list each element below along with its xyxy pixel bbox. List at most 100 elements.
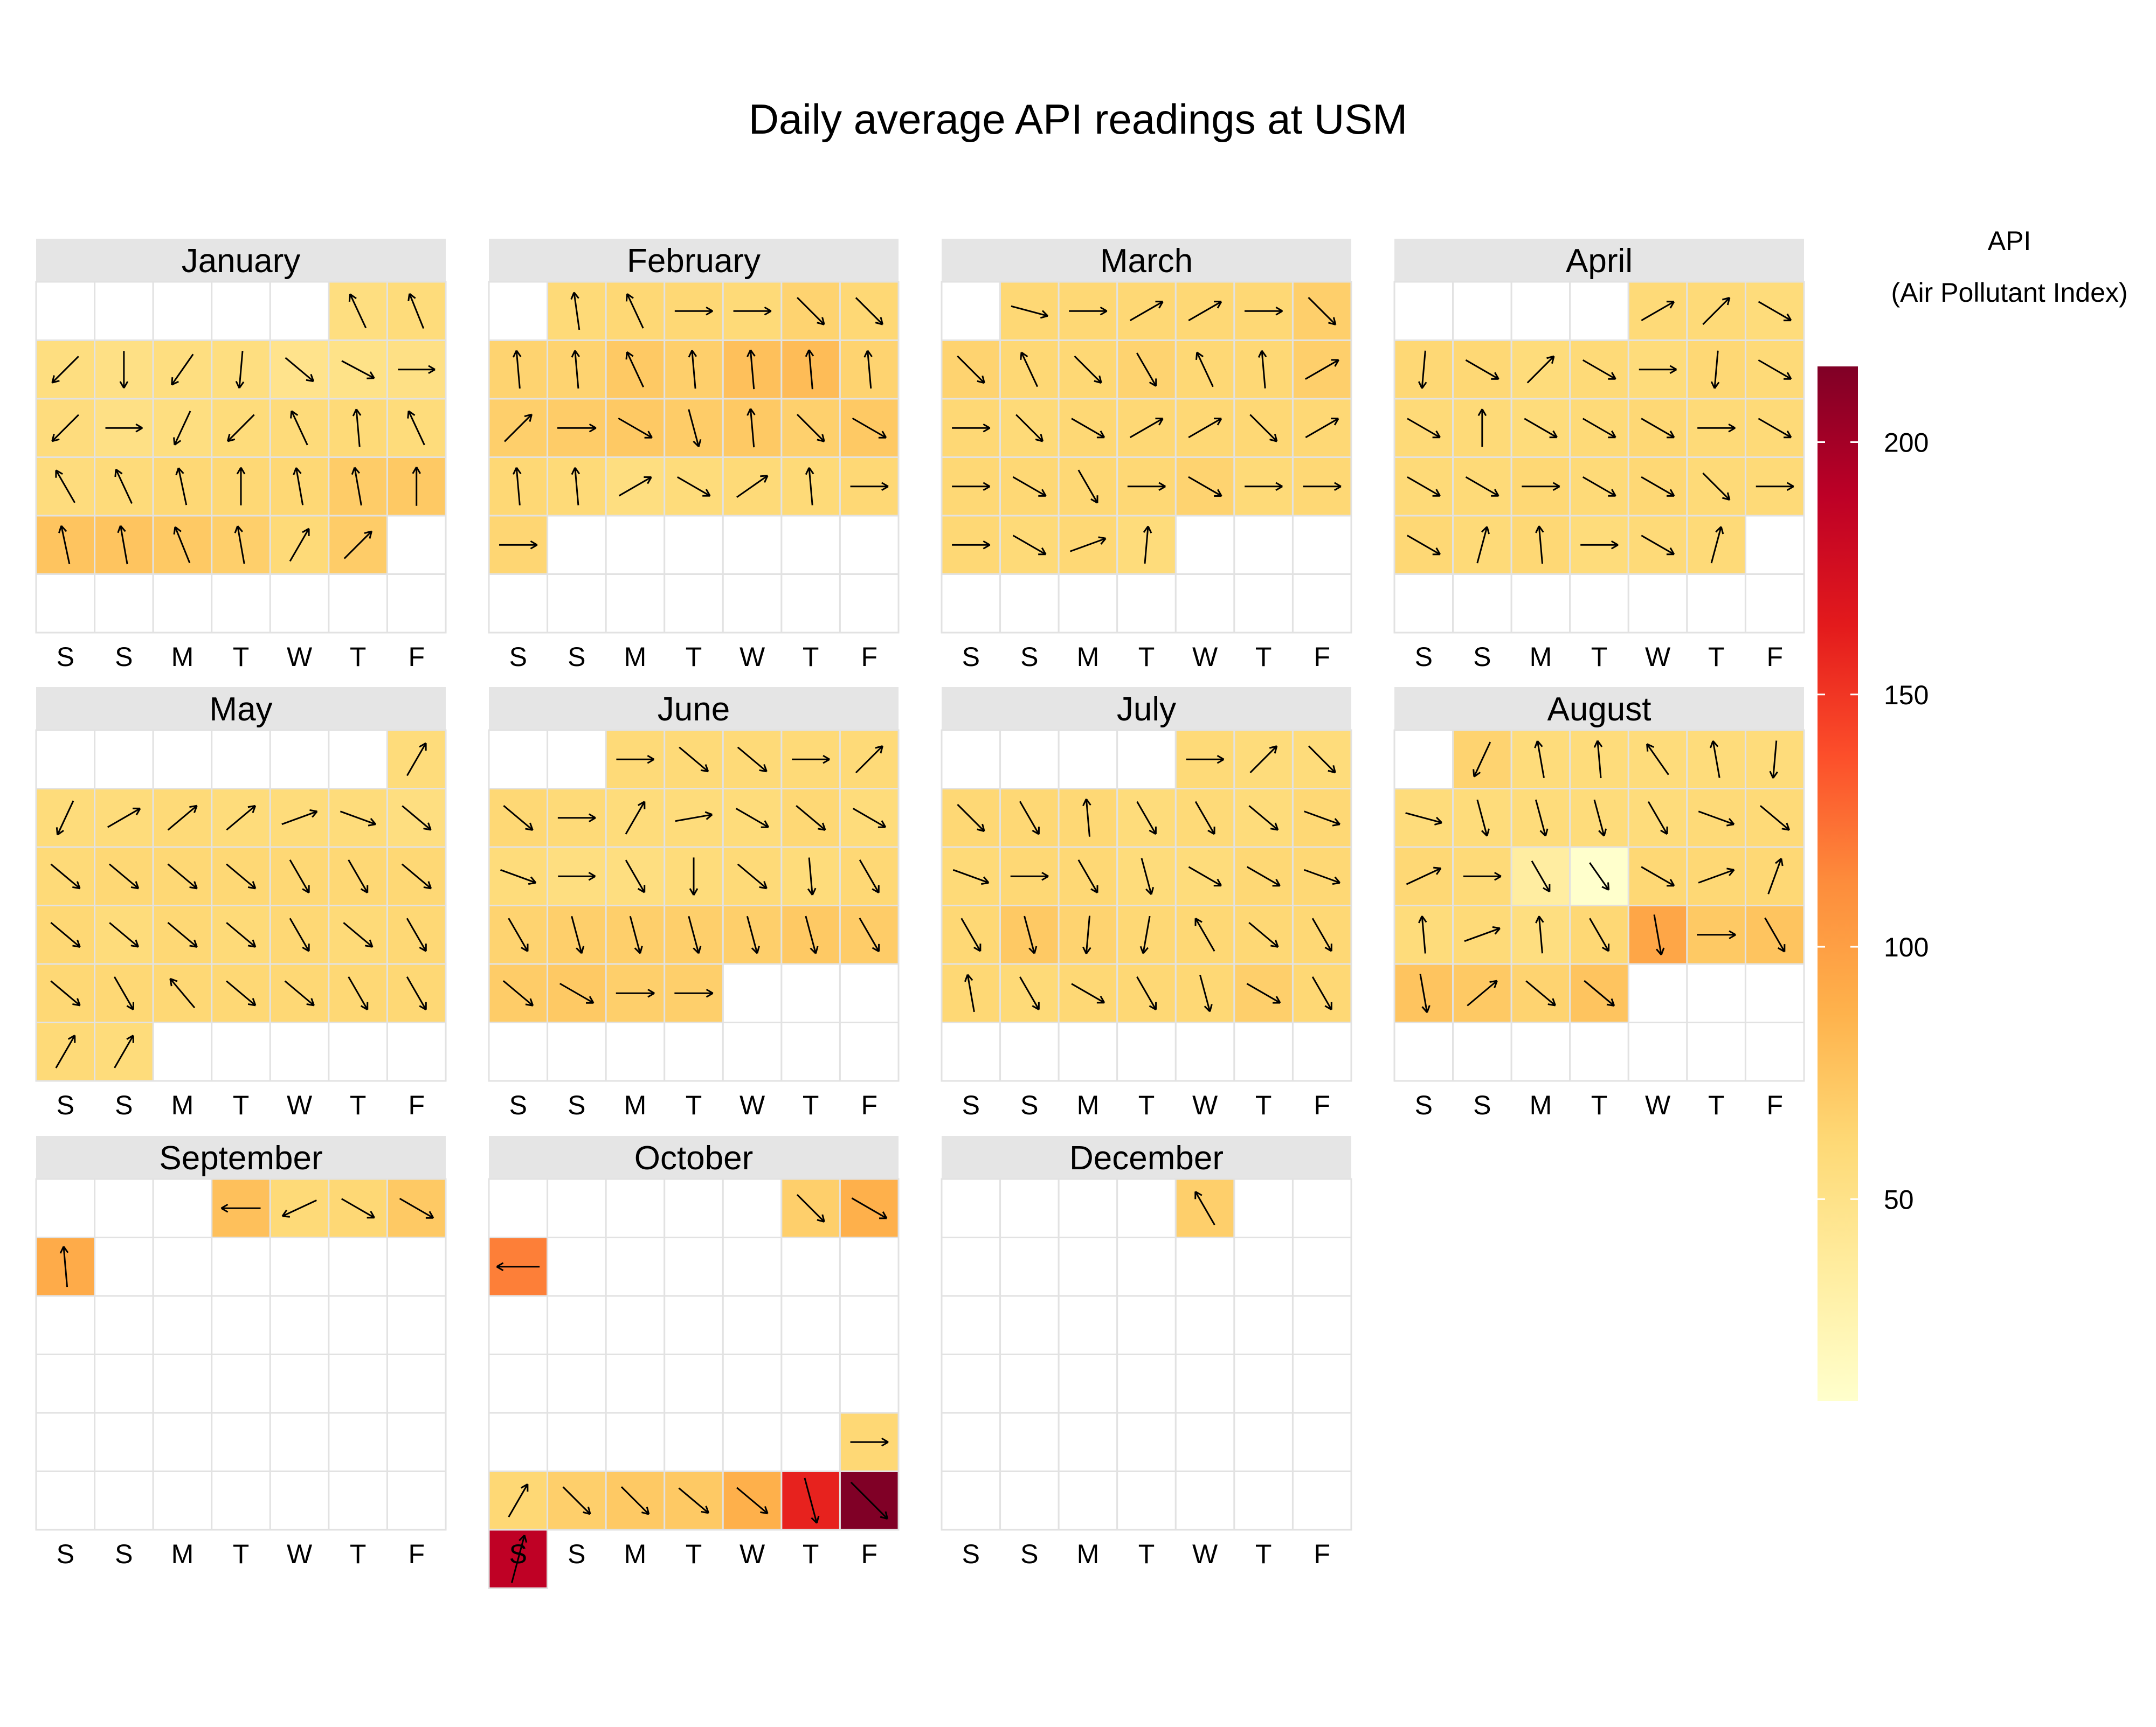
empty-cell (1745, 1023, 1804, 1081)
wind-arrow-head (349, 294, 350, 302)
weekday-label: S (568, 1539, 585, 1569)
empty-cell (1176, 1472, 1234, 1530)
empty-cell (1453, 1023, 1512, 1081)
empty-cell (548, 730, 606, 789)
empty-cell (1511, 1023, 1570, 1081)
empty-cell (840, 1023, 899, 1081)
empty-cell (489, 574, 548, 633)
empty-cell (723, 516, 782, 574)
empty-cell (606, 1238, 665, 1296)
empty-cell (36, 730, 95, 789)
empty-cell (665, 1413, 723, 1472)
month-title: March (1100, 242, 1193, 280)
month-title: May (209, 691, 272, 728)
empty-cell (36, 1296, 95, 1355)
wind-arrow-head (1196, 352, 1197, 360)
weekday-label: T (1591, 1090, 1608, 1120)
empty-cell (95, 1179, 154, 1238)
weekday-label: F (861, 1539, 877, 1569)
weekday-label: F (1766, 642, 1783, 672)
empty-cell (606, 1296, 665, 1355)
empty-cell (212, 574, 271, 633)
empty-cell (1293, 574, 1351, 633)
empty-cell (723, 964, 782, 1023)
weekday-label: S (509, 642, 527, 672)
empty-cell (1234, 574, 1293, 633)
wind-arrow-head (626, 294, 627, 301)
legend-colorbar (1818, 366, 1858, 1401)
weekday-label: T (1138, 642, 1155, 672)
empty-cell (95, 282, 154, 341)
empty-cell (942, 1023, 1000, 1081)
weekday-label: S (1020, 1539, 1038, 1569)
empty-cell (1000, 1023, 1059, 1081)
weekday-label: T (686, 1539, 702, 1569)
empty-cell (606, 1179, 665, 1238)
empty-cell (329, 1296, 388, 1355)
empty-cell (1234, 1179, 1293, 1238)
empty-cell (212, 1472, 271, 1530)
empty-cell (95, 730, 154, 789)
empty-cell (665, 1023, 723, 1081)
legend-title-line1: API (1988, 226, 2031, 256)
weekday-label: T (233, 642, 250, 672)
empty-cell (270, 1355, 329, 1413)
empty-cell (1234, 1296, 1293, 1355)
legend-tick-label: 200 (1884, 427, 1929, 457)
empty-cell (548, 1296, 606, 1355)
empty-cell (942, 1179, 1000, 1238)
weekday-label: M (1530, 642, 1552, 672)
empty-cell (387, 1413, 446, 1472)
empty-cell (36, 1355, 95, 1413)
empty-cell (329, 574, 388, 633)
wind-arrow-head (408, 411, 409, 419)
weekday-label: F (1314, 1090, 1330, 1120)
empty-cell (1000, 1413, 1059, 1472)
empty-cell (95, 1472, 154, 1530)
empty-cell (1234, 1413, 1293, 1472)
empty-cell (1293, 1179, 1351, 1238)
empty-cell (548, 516, 606, 574)
weekday-label: W (1645, 642, 1671, 672)
empty-cell (1293, 1296, 1351, 1355)
empty-cell (153, 1179, 212, 1238)
weekday-label: W (740, 642, 765, 672)
empty-cell (782, 964, 840, 1023)
empty-cell (270, 1472, 329, 1530)
empty-cell (1176, 1238, 1234, 1296)
weekday-label: S (57, 1539, 74, 1569)
weekday-label: M (624, 642, 647, 672)
wind-arrow-head (626, 352, 627, 359)
empty-cell (270, 1413, 329, 1472)
empty-cell (153, 282, 212, 341)
empty-cell (489, 1023, 548, 1081)
empty-cell (1059, 1023, 1117, 1081)
empty-cell (1000, 1179, 1059, 1238)
empty-cell (1394, 282, 1453, 341)
weekday-label: T (1708, 642, 1725, 672)
wind-arrow-head (409, 294, 410, 301)
empty-cell (153, 1355, 212, 1413)
empty-cell (1117, 1413, 1176, 1472)
empty-cell (1394, 574, 1453, 633)
weekday-label: W (1192, 1539, 1218, 1569)
empty-cell (1117, 574, 1176, 633)
empty-cell (1059, 574, 1117, 633)
empty-cell (782, 1355, 840, 1413)
empty-cell (489, 1179, 548, 1238)
legend-tick-label: 100 (1884, 932, 1929, 962)
weekday-label: T (803, 1539, 819, 1569)
empty-cell (1745, 516, 1804, 574)
weekday-label: S (115, 642, 133, 672)
empty-cell (36, 1413, 95, 1472)
weekday-label: M (624, 1090, 647, 1120)
empty-cell (329, 730, 388, 789)
empty-cell (1000, 730, 1059, 789)
empty-cell (1687, 1023, 1746, 1081)
legend-tick-label: 50 (1884, 1184, 1914, 1215)
empty-cell (1745, 574, 1804, 633)
